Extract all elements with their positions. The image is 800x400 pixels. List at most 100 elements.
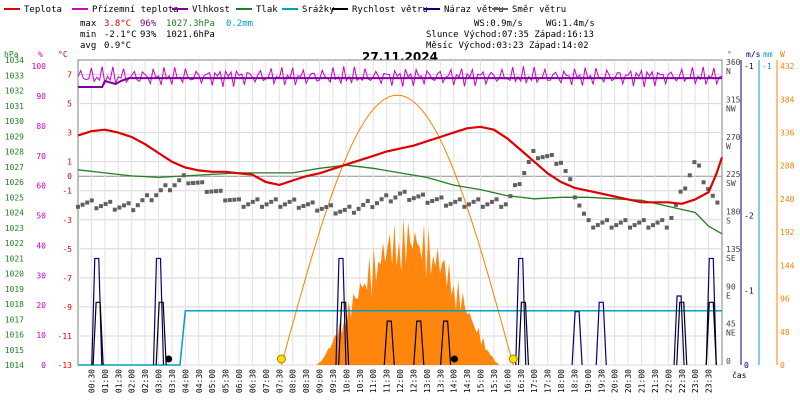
solar-tick-label: 336 bbox=[780, 129, 795, 138]
wind-direction-point bbox=[582, 211, 586, 216]
wind-direction-point bbox=[503, 202, 508, 207]
wind-direction-point bbox=[117, 205, 122, 210]
rain-unit: mm bbox=[763, 50, 773, 59]
wind-direction-point bbox=[85, 200, 90, 205]
time-tick-label: 21:00 bbox=[638, 369, 647, 393]
time-tick-label: 05:00 bbox=[208, 369, 217, 393]
wind-direction-point bbox=[103, 201, 108, 206]
temp-zero-label: 0 bbox=[67, 172, 72, 181]
stats-wind-gust: WG:1.4m/s bbox=[546, 19, 595, 29]
stats-max-label: max bbox=[80, 19, 97, 29]
percent-tick-label: 80 bbox=[36, 122, 46, 131]
wind-direction-point bbox=[260, 204, 264, 209]
legend-label-rain: Srážky bbox=[302, 5, 335, 15]
time-tick-label: 15:00 bbox=[477, 369, 486, 393]
wind-direction-point bbox=[154, 193, 159, 198]
direction-tick-label: 315 bbox=[726, 95, 741, 104]
wind-direction-point bbox=[508, 194, 513, 199]
wind-direction-point bbox=[214, 189, 218, 194]
wind-direction-point bbox=[398, 191, 402, 196]
stats-min-temp: -2.1°C bbox=[104, 30, 137, 40]
percent-tick-label: 20 bbox=[36, 301, 46, 310]
time-tick-label: 06:30 bbox=[248, 369, 257, 393]
wind-direction-point bbox=[697, 163, 701, 168]
wind-direction-point bbox=[306, 202, 310, 207]
time-tick-label: 09:30 bbox=[329, 369, 338, 393]
time-tick-label: 03:30 bbox=[168, 369, 177, 393]
wind-direction-point bbox=[586, 218, 591, 223]
wind-direction-point bbox=[135, 203, 140, 208]
wind-direction-point bbox=[149, 198, 154, 203]
wind-direction-point bbox=[568, 177, 573, 182]
time-tick-label: 22:30 bbox=[678, 369, 687, 393]
time-tick-label: 10:30 bbox=[356, 369, 365, 393]
wind-direction-point bbox=[388, 199, 393, 204]
stats-max-humidity: 96% bbox=[140, 19, 157, 29]
solar-tick-label: 240 bbox=[780, 195, 795, 204]
pressure-tick-label: 1020 bbox=[5, 270, 24, 279]
direction-compass-label: SW bbox=[726, 179, 736, 188]
legend-label-pressure: Tlak bbox=[256, 5, 278, 15]
wind-direction-point bbox=[168, 188, 172, 193]
wind-direction-point bbox=[549, 152, 554, 157]
time-tick-label: 23:00 bbox=[691, 369, 700, 393]
time-tick-label: 09:00 bbox=[316, 369, 325, 393]
series-temperature bbox=[77, 125, 724, 205]
percent-unit: % bbox=[38, 50, 43, 59]
wind-direction-point bbox=[365, 199, 370, 204]
wind-direction-point bbox=[204, 189, 209, 194]
time-tick-label: 02:00 bbox=[128, 369, 137, 393]
wind-direction-point bbox=[453, 199, 458, 204]
wind-direction-point bbox=[186, 181, 191, 186]
wind-direction-point bbox=[490, 199, 494, 204]
solar-tick-label: 0 bbox=[780, 361, 785, 370]
wind-direction-point bbox=[600, 220, 605, 225]
wind-direction-point bbox=[131, 208, 136, 213]
wind-direction-point bbox=[255, 197, 260, 202]
wind-direction-point bbox=[370, 205, 375, 210]
time-tick-label: 23:30 bbox=[705, 369, 714, 393]
temp-tick-label: -13 bbox=[58, 361, 73, 370]
stats-avg-label: avg bbox=[80, 41, 96, 51]
time-tick-label: 04:30 bbox=[195, 369, 204, 393]
wind-direction-point bbox=[678, 189, 683, 194]
wind-direction-point bbox=[283, 202, 287, 207]
stats-wind-speed: WS:0.9m/s bbox=[474, 19, 523, 29]
time-tick-label: 12:30 bbox=[409, 369, 418, 393]
series-layer bbox=[76, 66, 724, 366]
wind-direction-point bbox=[158, 188, 163, 193]
wind-direction-point bbox=[531, 148, 536, 153]
stats-min-pressure: 1021.6hPa bbox=[166, 30, 215, 40]
wind-direction-point bbox=[536, 156, 540, 161]
sunrise-marker bbox=[276, 354, 286, 364]
time-tick-label: 22:00 bbox=[664, 369, 673, 393]
pressure-tick-label: 1017 bbox=[5, 315, 24, 324]
pressure-tick-label: 1029 bbox=[5, 132, 24, 141]
wind-direction-point bbox=[623, 218, 628, 223]
wind-direction-point bbox=[444, 203, 448, 208]
wind-direction-point bbox=[333, 211, 338, 216]
wind-direction-point bbox=[660, 218, 665, 223]
temp-tick-label: -1 bbox=[62, 187, 72, 196]
wind-direction-point bbox=[494, 197, 499, 202]
time-tick-label: 13:30 bbox=[436, 369, 445, 393]
wind-direction-point bbox=[108, 199, 113, 204]
percent-tick-label: 40 bbox=[36, 241, 46, 250]
time-tick-label: 13:00 bbox=[423, 369, 432, 393]
wind-direction-point bbox=[181, 173, 186, 178]
direction-compass-label: NE bbox=[726, 329, 736, 338]
wind-direction-point bbox=[522, 171, 527, 176]
wind-direction-point bbox=[591, 225, 596, 230]
wind-direction-point bbox=[411, 196, 416, 201]
wind-direction-point bbox=[310, 200, 315, 205]
percent-tick-label: 10 bbox=[36, 331, 46, 340]
time-tick-label: 20:30 bbox=[624, 369, 633, 393]
time-tick-label: 19:30 bbox=[597, 369, 606, 393]
temp-tick-label: -5 bbox=[62, 245, 72, 254]
wind-direction-point bbox=[513, 183, 517, 188]
stats-avg-temp: 0.9°C bbox=[104, 41, 131, 51]
stats-min-humidity: 93% bbox=[140, 30, 157, 40]
wind-direction-point bbox=[264, 202, 269, 207]
time-tick-label: 15:30 bbox=[490, 369, 499, 393]
wind-direction-point bbox=[177, 178, 182, 183]
